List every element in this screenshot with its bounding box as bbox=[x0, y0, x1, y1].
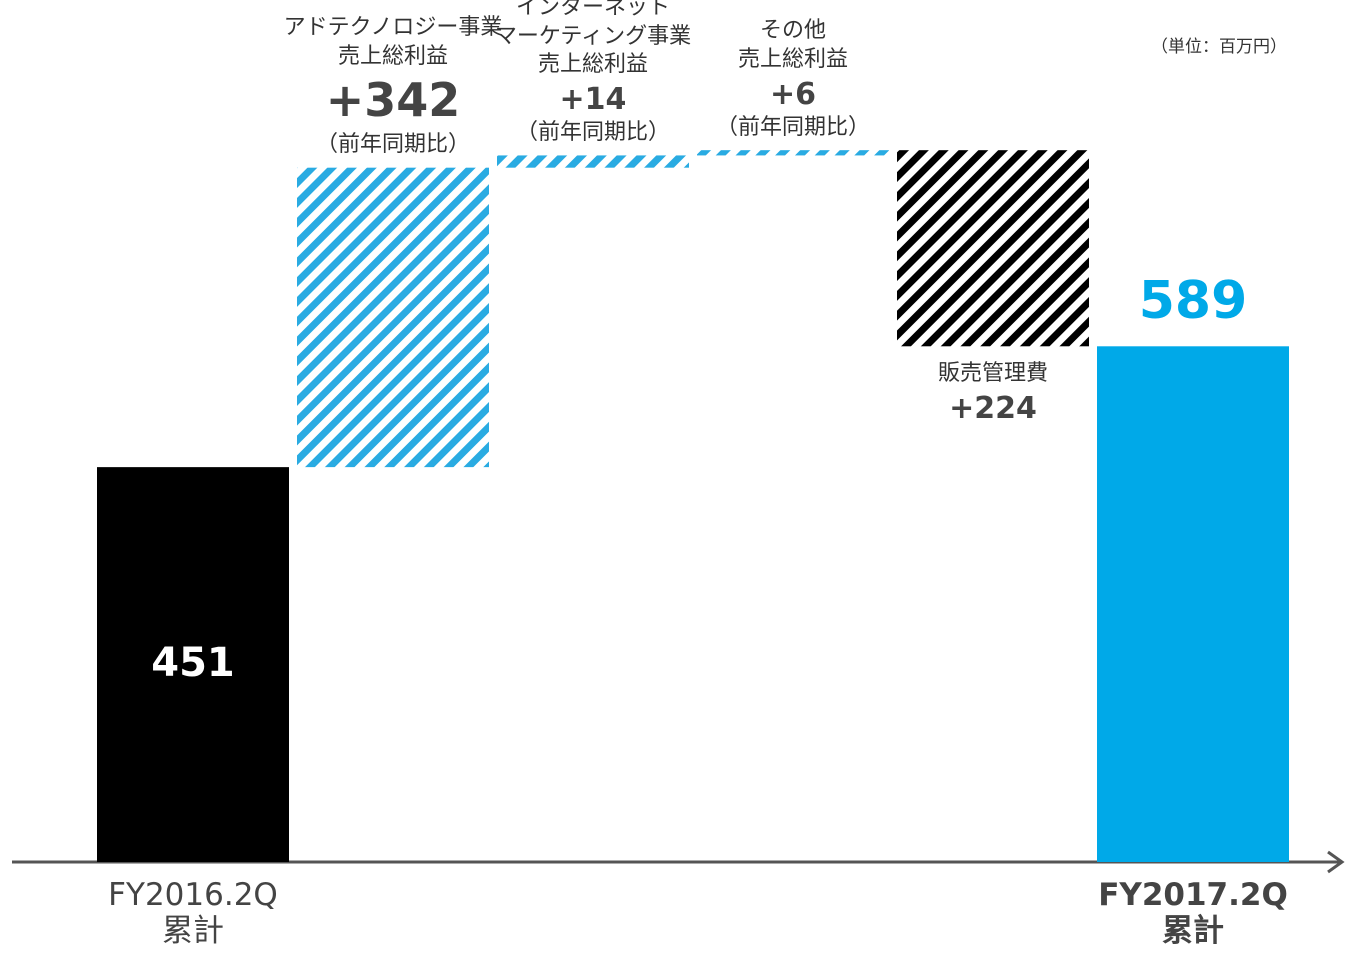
x-tick-label: FY2017.2Q 累計 bbox=[1098, 877, 1288, 949]
value-label: 451 bbox=[151, 639, 235, 686]
bar-annotation: インターネット マーケティング事業 売上総利益 +14 （前年同期比） bbox=[495, 0, 691, 147]
category-label: インターネット マーケティング事業 売上総利益 bbox=[494, 0, 692, 78]
bar-annotation: 販売管理費 +224 bbox=[938, 360, 1048, 428]
value-label: +342 bbox=[325, 73, 461, 128]
bar bbox=[297, 167, 489, 468]
bar-annotation: アドテクノロジー事業 売上総利益 +342 （前年同期比） bbox=[284, 14, 503, 160]
annotation-note: （前年同期比） bbox=[715, 114, 871, 140]
bar bbox=[1097, 346, 1289, 862]
category-label: アドテクノロジー事業 売上総利益 bbox=[283, 15, 503, 69]
annotation-note: （前年同期比） bbox=[315, 132, 470, 158]
bar bbox=[697, 150, 889, 156]
category-label: 販売管理費 bbox=[937, 361, 1049, 387]
value-label: 589 bbox=[1138, 271, 1248, 332]
bar bbox=[497, 155, 689, 168]
bar bbox=[897, 150, 1089, 347]
value-label: +14 bbox=[559, 81, 627, 117]
unit-note: （単位：百万円） bbox=[1151, 37, 1287, 57]
value-label: +6 bbox=[769, 76, 817, 112]
x-tick-label: FY2016.2Q 累計 bbox=[108, 877, 278, 949]
bar bbox=[97, 467, 289, 862]
axis-arrow bbox=[1327, 850, 1345, 874]
category-label: その他 売上総利益 bbox=[737, 18, 849, 72]
annotation-note: （前年同期比） bbox=[515, 119, 670, 145]
bar-annotation: その他 売上総利益 +6 （前年同期比） bbox=[716, 17, 870, 142]
value-label: +224 bbox=[949, 390, 1037, 426]
